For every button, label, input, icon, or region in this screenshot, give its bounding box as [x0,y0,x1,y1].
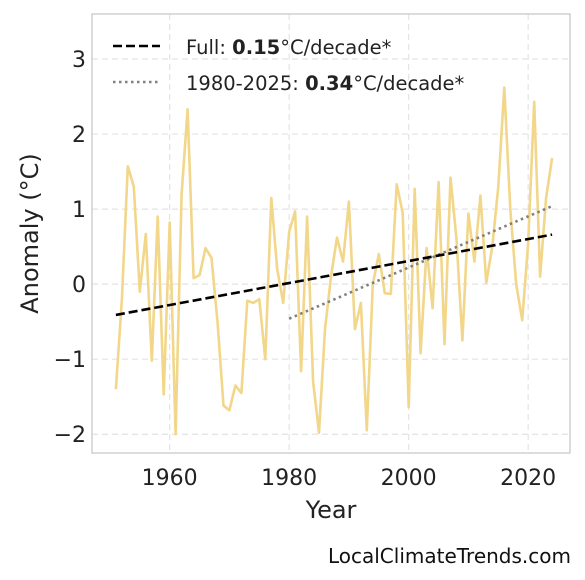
y-tick-labels: −2 −1 0 1 2 3 [54,48,86,448]
x-axis-title: Year [305,496,357,524]
data-series [114,86,554,436]
legend-label-recent: 1980-2025: 0.34°C/decade* [186,72,465,95]
y-tick-label: −1 [54,348,86,373]
x-tick-label: 1960 [142,466,198,491]
source-credit: LocalClimateTrends.com [327,544,571,568]
trend-lines [115,204,553,320]
x-tick-label: 2020 [500,466,556,491]
recent-trend-line [288,204,553,320]
x-tick-label: 1980 [261,466,317,491]
plot-frame [91,13,571,454]
x-tick-label: 2000 [381,466,437,491]
legend: Full: 0.15°C/decade* 1980-2025: 0.34°C/d… [113,36,465,95]
x-tick-labels: 1960 1980 2000 2020 [142,466,556,491]
full-trend-line [115,233,553,317]
y-tick-label: 2 [72,123,86,148]
y-tick-label: 3 [72,48,86,73]
legend-label-full: Full: 0.15°C/decade* [186,36,392,59]
y-tick-label: 1 [72,198,86,223]
y-axis-title: Anomaly (°C) [16,153,44,313]
y-tick-label: 0 [72,273,86,298]
anomaly-series-line [114,86,554,436]
y-tick-label: −2 [54,423,86,448]
